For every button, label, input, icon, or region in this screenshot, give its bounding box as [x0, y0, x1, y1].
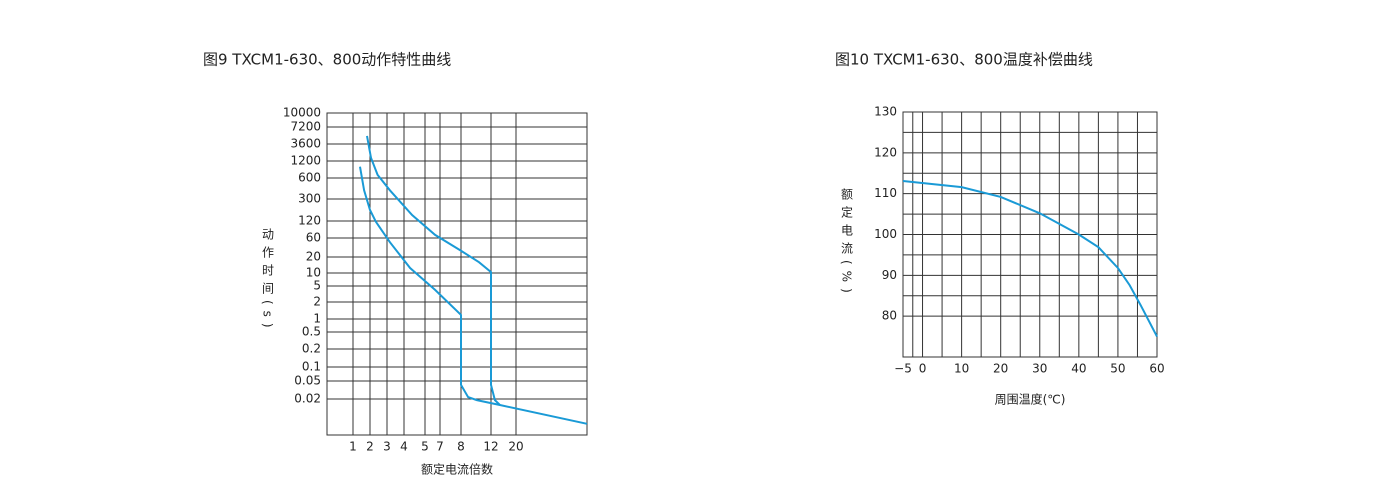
- y-tick-label: 0.02: [294, 392, 321, 406]
- x-tick-label: 2: [366, 440, 374, 454]
- y-tick-label: 120: [298, 214, 321, 228]
- x-tick-label: 7: [436, 440, 444, 454]
- y-axis-label: 额定电流(%): [840, 188, 854, 299]
- y-tick-label: 90: [882, 268, 897, 282]
- y-tick-label: 600: [298, 171, 321, 185]
- x-tick-label: 12: [483, 440, 498, 454]
- y-tick-label: 80: [882, 309, 897, 323]
- x-tick-label: 4: [400, 440, 408, 454]
- chart-title: 图10 TXCM1-630、800温度补偿曲线: [835, 51, 1093, 69]
- y-tick-label: 2: [313, 295, 321, 309]
- y-tick-label: 7200: [290, 120, 321, 134]
- x-tick-label: 20: [508, 440, 523, 454]
- y-tick-label: 10: [306, 266, 321, 280]
- curve: [902, 180, 1158, 338]
- x-tick-label: 1: [349, 440, 357, 454]
- x-tick-label: 40: [1071, 362, 1086, 376]
- y-tick-label: 120: [874, 145, 897, 159]
- x-tick-label: 60: [1149, 362, 1164, 376]
- y-tick-label: 1: [313, 312, 321, 326]
- x-tick-label: 20: [993, 362, 1008, 376]
- y-tick-label: 3600: [290, 137, 321, 151]
- y-tick-label: 5: [313, 279, 321, 293]
- x-axis-label: 周围温度(℃): [995, 392, 1066, 407]
- curve: [359, 166, 588, 425]
- y-tick-label: 100: [874, 227, 897, 241]
- y-tick-label: 130: [874, 105, 897, 119]
- y-tick-label: 300: [298, 192, 321, 206]
- x-tick-label: 3: [383, 440, 391, 454]
- y-tick-label: 0.05: [294, 374, 321, 388]
- chart-title: 图9 TXCM1-630、800动作特性曲线: [203, 51, 451, 69]
- y-tick-label: 10000: [283, 106, 321, 120]
- y-tick-label: 0.5: [302, 325, 321, 339]
- y-tick-label: 20: [306, 250, 321, 264]
- curve: [366, 135, 501, 406]
- x-tick-label: 0: [919, 362, 927, 376]
- x-tick-label: −5: [894, 362, 912, 376]
- y-tick-label: 110: [874, 186, 897, 200]
- y-tick-label: 1200: [290, 154, 321, 168]
- y-tick-label: 60: [306, 231, 321, 245]
- x-tick-label: 10: [954, 362, 969, 376]
- y-axis-label: 动作时间(s): [261, 228, 275, 334]
- x-tick-label: 5: [421, 440, 429, 454]
- y-tick-label: 0.1: [302, 360, 321, 374]
- y-tick-label: 0.2: [302, 342, 321, 356]
- x-tick-label: 8: [457, 440, 465, 454]
- x-tick-label: 50: [1110, 362, 1125, 376]
- x-axis-label: 额定电流倍数: [421, 462, 493, 477]
- x-tick-label: 30: [1032, 362, 1047, 376]
